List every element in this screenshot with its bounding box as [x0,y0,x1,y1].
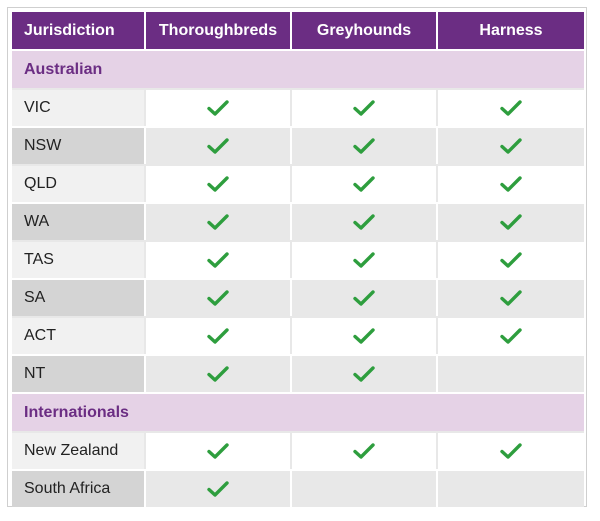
greyhounds-cell [292,278,438,316]
jurisdiction-name: NSW [12,126,146,164]
checkmark-icon [353,213,375,231]
thoroughbreds-cell [146,354,292,392]
checkmark-icon [353,289,375,307]
greyhounds-cell [292,316,438,354]
checkmark-icon [353,442,375,460]
checkmark-icon [207,289,229,307]
checkmark-icon [207,213,229,231]
table-header-row: Jurisdiction Thoroughbreds Greyhounds Ha… [12,12,584,49]
checkmark-icon [207,251,229,269]
greyhounds-cell [292,88,438,126]
table-row: New Zealand [12,431,584,469]
jurisdiction-name: QLD [12,164,146,202]
jurisdiction-name: NT [12,354,146,392]
jurisdiction-name: SA [12,278,146,316]
harness-cell [438,202,584,240]
harness-cell [438,88,584,126]
thoroughbreds-cell [146,240,292,278]
checkmark-icon [207,137,229,155]
header-jurisdiction: Jurisdiction [12,12,146,49]
checkmark-icon [500,99,522,117]
thoroughbreds-cell [146,126,292,164]
table-row: ACT [12,316,584,354]
table-frame: Jurisdiction Thoroughbreds Greyhounds Ha… [7,7,587,507]
thoroughbreds-cell [146,88,292,126]
section-row: Australian [12,49,584,88]
jurisdiction-name: ACT [12,316,146,354]
thoroughbreds-cell [146,431,292,469]
section-label: Australian [12,49,584,88]
harness-cell [438,126,584,164]
checkmark-icon [500,175,522,193]
jurisdiction-name: WA [12,202,146,240]
table-row: VIC [12,88,584,126]
table-body: Australian VIC NSW QLD WA TAS SA ACT NT Internati… [12,49,584,507]
checkmark-icon [353,137,375,155]
section-row: Internationals [12,392,584,431]
greyhounds-cell [292,431,438,469]
header-greyhounds: Greyhounds [292,12,438,49]
checkmark-icon [207,442,229,460]
harness-cell [438,164,584,202]
header-harness: Harness [438,12,584,49]
table-row: NSW [12,126,584,164]
thoroughbreds-cell [146,164,292,202]
table-row: SA [12,278,584,316]
checkmark-icon [500,251,522,269]
checkmark-icon [500,289,522,307]
thoroughbreds-cell [146,202,292,240]
jurisdiction-name: TAS [12,240,146,278]
harness-cell [438,469,584,507]
greyhounds-cell [292,164,438,202]
harness-cell [438,278,584,316]
jurisdiction-table: Jurisdiction Thoroughbreds Greyhounds Ha… [12,12,584,507]
table-row: QLD [12,164,584,202]
greyhounds-cell [292,354,438,392]
greyhounds-cell [292,240,438,278]
checkmark-icon [353,327,375,345]
checkmark-icon [353,175,375,193]
table-row: South Africa [12,469,584,507]
checkmark-icon [353,365,375,383]
checkmark-icon [353,251,375,269]
checkmark-icon [500,137,522,155]
thoroughbreds-cell [146,316,292,354]
section-label: Internationals [12,392,584,431]
jurisdiction-name: New Zealand [12,431,146,469]
jurisdiction-name: VIC [12,88,146,126]
checkmark-icon [500,442,522,460]
header-thoroughbreds: Thoroughbreds [146,12,292,49]
table-row: TAS [12,240,584,278]
thoroughbreds-cell [146,278,292,316]
greyhounds-cell [292,202,438,240]
jurisdiction-name: South Africa [12,469,146,507]
harness-cell [438,354,584,392]
table-row: WA [12,202,584,240]
greyhounds-cell [292,126,438,164]
harness-cell [438,316,584,354]
checkmark-icon [500,327,522,345]
checkmark-icon [207,365,229,383]
checkmark-icon [207,327,229,345]
harness-cell [438,240,584,278]
checkmark-icon [500,213,522,231]
checkmark-icon [207,175,229,193]
checkmark-icon [207,480,229,498]
greyhounds-cell [292,469,438,507]
checkmark-icon [353,99,375,117]
harness-cell [438,431,584,469]
table-row: NT [12,354,584,392]
checkmark-icon [207,99,229,117]
thoroughbreds-cell [146,469,292,507]
